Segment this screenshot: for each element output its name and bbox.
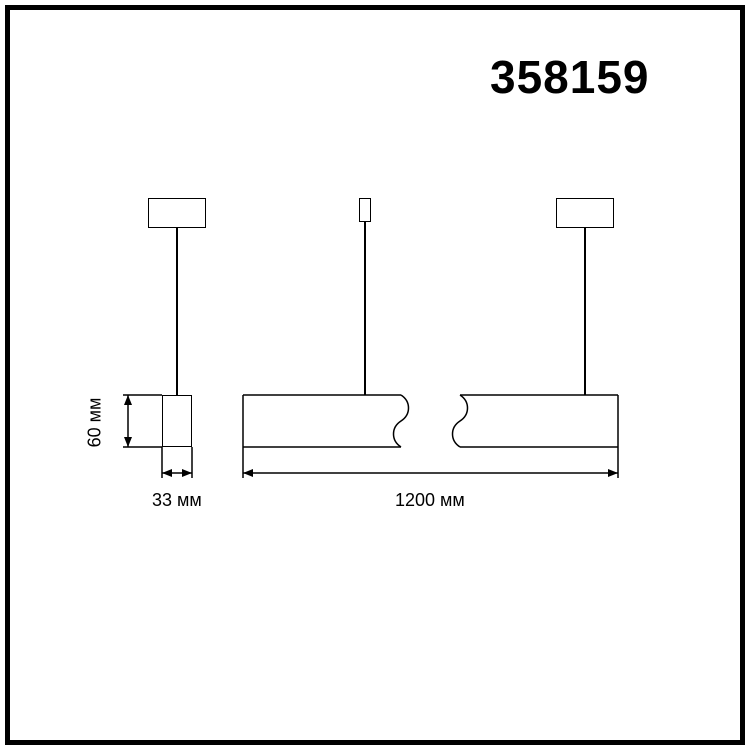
- outer-frame: [5, 5, 745, 745]
- front-mount-right: [556, 198, 614, 228]
- dim-height-label: 60 мм: [85, 393, 106, 453]
- front-cable-left: [364, 222, 366, 395]
- side-mount: [148, 198, 206, 228]
- front-cable-right: [584, 228, 586, 395]
- front-mount-left: [359, 198, 371, 222]
- product-number: 358159: [490, 50, 650, 104]
- front-body: [241, 393, 620, 449]
- dim-length-label: 1200 мм: [395, 490, 465, 511]
- side-cable: [176, 228, 178, 395]
- dim-width-side-label: 33 мм: [152, 490, 202, 511]
- side-body: [162, 395, 192, 447]
